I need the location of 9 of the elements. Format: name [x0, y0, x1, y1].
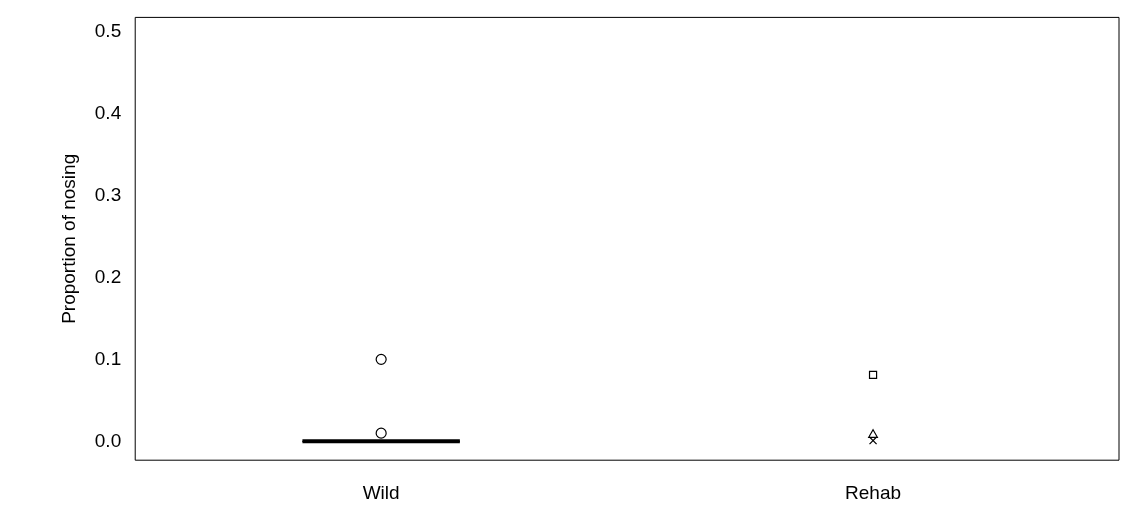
y-tick-label: 0.1: [94, 347, 122, 369]
x-tick-label: Rehab: [845, 481, 902, 503]
y-axis-title: Proportion of nosing: [57, 153, 79, 324]
y-tick-label: 0.4: [94, 101, 122, 123]
y-tick-label: 0.5: [94, 19, 122, 41]
y-tick-label: 0.0: [94, 429, 122, 451]
x-tick-label: Wild: [362, 481, 400, 503]
y-tick-label: 0.2: [94, 265, 122, 287]
y-tick-label: 0.3: [94, 183, 122, 205]
